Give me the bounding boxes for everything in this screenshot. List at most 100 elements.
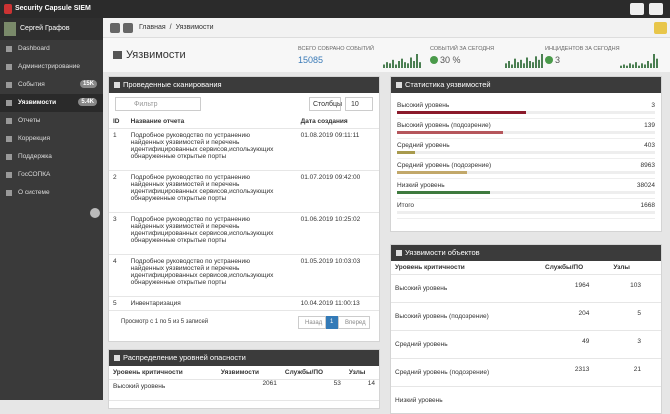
- table-cell: 5: [109, 297, 127, 311]
- home-button[interactable]: [123, 23, 133, 33]
- spark-bar: [532, 62, 534, 68]
- menu-item[interactable]: О системе: [0, 184, 103, 202]
- column-header: Уровень критичности: [391, 261, 541, 275]
- table-cell: 5: [609, 303, 661, 331]
- stat-label: СОБЫТИЙ ЗА СЕГОДНЯ: [430, 46, 494, 52]
- spark-bar: [647, 61, 649, 68]
- progress-track: [397, 191, 655, 194]
- stat: СОБЫТИЙ ЗА СЕГОДНЯ 30 %: [430, 46, 550, 70]
- logo: [4, 4, 12, 14]
- table-cell: 2: [109, 171, 127, 213]
- column-header[interactable]: Дата создания: [297, 115, 379, 129]
- spark-bar: [526, 58, 528, 69]
- table-cell: 01.07.2019 09:42:00: [297, 171, 379, 213]
- stat-item-label: Высокий уровень: [397, 102, 449, 109]
- table-cell: 10.04.2019 11:00:13: [297, 297, 379, 311]
- progress-track: [397, 171, 655, 174]
- menu-label: Отчеты: [18, 117, 40, 124]
- stat-item-label: Итого: [397, 202, 414, 209]
- row-label: Высокий уровень: [391, 275, 541, 303]
- table-row: Низкий уровень: [391, 387, 661, 414]
- stat-item-value: 1668: [641, 202, 655, 209]
- spark-bar: [629, 63, 631, 68]
- column-header: Узлы: [345, 366, 379, 380]
- menu-icon: [6, 100, 12, 106]
- breadcrumb-item[interactable]: Главная: [139, 24, 166, 31]
- menu-label: Dashboard: [18, 45, 50, 52]
- table-cell: Инвентаризация: [127, 297, 297, 311]
- filter-input[interactable]: Фильтр: [115, 97, 201, 111]
- prev-button[interactable]: Назад: [298, 316, 326, 329]
- settings-button[interactable]: [654, 22, 667, 34]
- brand: Security Capsule SIEM: [15, 5, 91, 12]
- menu-icon: [6, 190, 12, 196]
- menu-item[interactable]: Коррекция: [0, 130, 103, 148]
- user-row[interactable]: Сергей Графов: [0, 18, 103, 40]
- table-cell: 53: [281, 380, 345, 401]
- row-label: Средний уровень: [391, 331, 541, 359]
- menu-item[interactable]: Поддержка: [0, 148, 103, 166]
- table-cell: Подробное руководство по устранению найд…: [127, 255, 297, 297]
- stat-icon: [430, 56, 438, 64]
- menu-label: О системе: [18, 189, 50, 196]
- spark-bar: [514, 59, 516, 68]
- stat-item: Средний уровень (подозрение)8963: [397, 159, 655, 179]
- cell-value: 53: [334, 380, 341, 387]
- column-header[interactable]: Название отчета: [127, 115, 297, 129]
- menu-label: Уязвимости: [18, 99, 56, 106]
- menu-button[interactable]: [649, 3, 663, 15]
- progress-track: [397, 131, 655, 134]
- spark-bar: [407, 63, 409, 68]
- stat-icon: [545, 56, 553, 64]
- refresh-button[interactable]: [110, 23, 120, 33]
- table-footer: Просмотр с 1 по 5 из 5 записей Назад 1 В…: [109, 311, 379, 335]
- table-cell: 4: [109, 255, 127, 297]
- page-title: Уязвимости: [126, 49, 186, 61]
- menu-item[interactable]: Отчеты: [0, 112, 103, 130]
- progress-fill: [397, 151, 415, 154]
- page-button[interactable]: 1: [326, 316, 338, 329]
- stat-label: ВСЕГО СОБРАНО СОБЫТИЙ: [298, 46, 374, 52]
- progress-track: [397, 111, 655, 114]
- next-button[interactable]: Вперед: [338, 316, 370, 329]
- menu-badge: 15K: [80, 80, 97, 88]
- home-icon: [113, 51, 122, 59]
- menu-item[interactable]: Администрирование: [0, 58, 103, 76]
- column-header[interactable]: ID: [109, 115, 127, 129]
- menu-item[interactable]: ГосСОПКА: [0, 166, 103, 184]
- menu-icon: [6, 118, 12, 124]
- collapse-button[interactable]: [90, 208, 100, 218]
- logout-button[interactable]: [630, 3, 644, 15]
- table-cell: 49: [541, 331, 609, 359]
- page-size-select[interactable]: 10: [345, 97, 373, 111]
- spark-bar: [392, 60, 394, 68]
- column-header: Уязвимости: [217, 366, 281, 380]
- progress-track: [397, 151, 655, 154]
- spark-bar: [638, 66, 640, 68]
- sparkline: [383, 54, 423, 68]
- table-cell: 103: [609, 275, 661, 303]
- row-label: Низкий уровень: [391, 387, 541, 414]
- table-cell: 204: [541, 303, 609, 331]
- stat-item-label: Низкий уровень: [397, 182, 445, 189]
- spark-bar: [389, 63, 391, 68]
- menu-item[interactable]: Dashboard: [0, 40, 103, 58]
- stat-value: 30 %: [440, 55, 461, 65]
- spark-bar: [641, 63, 643, 68]
- columns-button[interactable]: Столбцы: [309, 97, 341, 111]
- menu-label: ГосСОПКА: [18, 171, 50, 178]
- spark-bar: [623, 65, 625, 69]
